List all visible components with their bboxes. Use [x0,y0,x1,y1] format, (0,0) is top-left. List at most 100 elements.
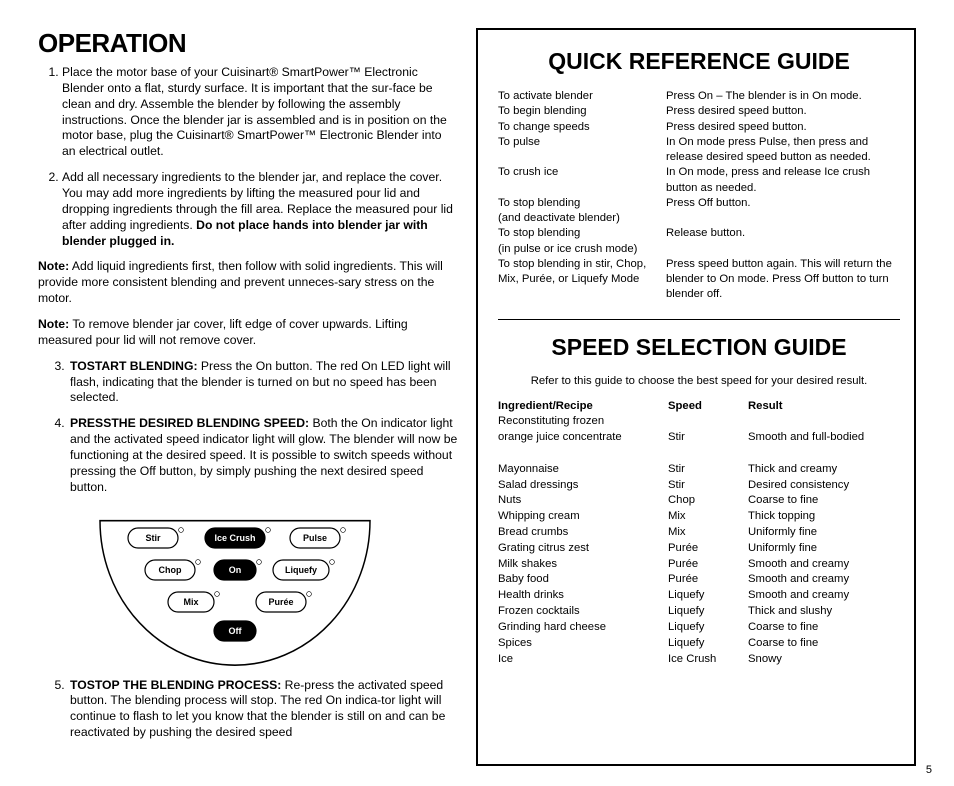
quick-ref-row: To stop blending in stir, Chop, Mix, Pur… [498,257,900,303]
head-result: Result [748,399,900,415]
speed-row: Reconstituting frozen [498,414,900,430]
operation-column: OPERATION Place the motor base of your C… [38,28,458,766]
quick-ref-table: To activate blenderPress On – The blende… [498,89,900,303]
speed-ingredient: Reconstituting frozen [498,414,668,430]
quick-ref-row: To stop blendingPress Off button. [498,196,900,211]
speed-table-header: Ingredient/Recipe Speed Result [498,399,900,415]
speed-speed: Liquefy [668,588,748,604]
quick-ref-instruction: Press Off button. [658,196,900,211]
speed-row: Whipping creamMixThick topping [498,509,900,525]
speed-result: Desired consistency [748,478,900,494]
speed-row: Grinding hard cheeseLiquefyCoarse to fin… [498,620,900,636]
step-2: Add all necessary ingredients to the ble… [62,170,458,249]
speed-row: Frozen cocktailsLiquefyThick and slushy [498,604,900,620]
speed-result [748,446,900,462]
speed-ingredient: Mayonnaise [498,462,668,478]
btn-pulse: Pulse [303,533,327,543]
step-1: Place the motor base of your Cuisinart® … [62,65,458,160]
speed-result: Thick and slushy [748,604,900,620]
speed-ingredient: Grating citrus zest [498,541,668,557]
note-1-text: Add liquid ingredients first, then follo… [38,259,443,305]
quick-ref-title: QUICK REFERENCE GUIDE [498,48,900,75]
btn-liquefy: Liquefy [285,565,317,575]
note-1-lead: Note: [38,259,69,273]
quick-ref-action: To stop blending [498,226,658,241]
quick-ref-instruction: Press speed button again. This will retu… [658,257,900,303]
speed-speed: Purée [668,541,748,557]
control-panel-diagram: Stir Ice Crush Pulse Chop [90,506,380,666]
speed-speed [668,446,748,462]
speed-result: Smooth and creamy [748,588,900,604]
speed-row: Health drinksLiquefySmooth and creamy [498,588,900,604]
speed-result: Smooth and creamy [748,572,900,588]
btn-chop: Chop [159,565,182,575]
quick-ref-row: To change speedsPress desired speed butt… [498,120,900,135]
operation-steps-mid: TOSTART BLENDING: Press the On button. T… [68,359,458,496]
quick-ref-instruction: Press desired speed button. [658,120,900,135]
speed-result: Thick topping [748,509,900,525]
speed-ingredient: Ice [498,652,668,668]
btn-mix: Mix [183,597,198,607]
speed-speed: Stir [668,462,748,478]
speed-row: SpicesLiquefyCoarse to fine [498,636,900,652]
quick-ref-row: To activate blenderPress On – The blende… [498,89,900,104]
note-2: Note: To remove blender jar cover, lift … [38,317,458,349]
speed-guide-title: SPEED SELECTION GUIDE [498,334,900,361]
guide-column: QUICK REFERENCE GUIDE To activate blende… [476,28,916,766]
quick-ref-action: To activate blender [498,89,658,104]
speed-speed: Mix [668,525,748,541]
quick-ref-action: To crush ice [498,165,658,196]
speed-result: Smooth and full-bodied [748,430,900,446]
speed-ingredient: Nuts [498,493,668,509]
manual-page: OPERATION Place the motor base of your C… [38,28,924,766]
speed-ingredient: Frozen cocktails [498,604,668,620]
step-4-lead: PRESSTHE DESIRED BLENDING SPEED: [70,416,309,430]
note-2-text: To remove blender jar cover, lift edge o… [38,317,408,347]
head-speed: Speed [668,399,748,415]
speed-speed [668,414,748,430]
page-number: 5 [926,764,932,776]
speed-speed: Ice Crush [668,652,748,668]
step-4: PRESSTHE DESIRED BLENDING SPEED: Both th… [68,416,458,495]
speed-speed: Liquefy [668,636,748,652]
speed-row: Salad dressingsStirDesired consistency [498,478,900,494]
speed-result: Smooth and creamy [748,557,900,573]
quick-ref-row: To crush iceIn On mode, press and releas… [498,165,900,196]
quick-ref-action: To stop blending [498,196,658,211]
quick-ref-action-sub: (and deactivate blender) [498,211,658,226]
speed-ingredient: orange juice concentrate [498,430,668,446]
speed-row: Grating citrus zestPuréeUniformly fine [498,541,900,557]
speed-speed: Liquefy [668,620,748,636]
speed-ingredient: Whipping cream [498,509,668,525]
head-ingredient: Ingredient/Recipe [498,399,668,415]
quick-ref-row-sub: (in pulse or ice crush mode) [498,242,900,257]
section-divider [498,319,900,320]
operation-title: OPERATION [38,28,458,59]
speed-result: Uniformly fine [748,525,900,541]
quick-ref-instruction: In On mode press Pulse, then press and r… [658,135,900,166]
btn-on: On [229,565,242,575]
speed-result: Coarse to fine [748,620,900,636]
quick-ref-action: To change speeds [498,120,658,135]
speed-row: Baby foodPuréeSmooth and creamy [498,572,900,588]
speed-result: Coarse to fine [748,493,900,509]
quick-ref-instruction: Release button. [658,226,900,241]
speed-ingredient: Baby food [498,572,668,588]
quick-ref-row-sub: (and deactivate blender) [498,211,900,226]
btn-stir: Stir [145,533,161,543]
speed-speed: Stir [668,478,748,494]
speed-row: Bread crumbsMixUniformly fine [498,525,900,541]
speed-speed: Liquefy [668,604,748,620]
step-3: TOSTART BLENDING: Press the On button. T… [68,359,458,407]
step-5: TOSTOP THE BLENDING PROCESS: Re-press th… [68,678,458,741]
speed-ingredient: Health drinks [498,588,668,604]
speed-guide-subtitle: Refer to this guide to choose the best s… [498,375,900,387]
speed-table: Ingredient/Recipe Speed Result Reconstit… [498,399,900,668]
speed-speed: Chop [668,493,748,509]
speed-ingredient: Salad dressings [498,478,668,494]
step-5-lead: TOSTOP THE BLENDING PROCESS: [70,678,281,692]
quick-ref-action-sub: (in pulse or ice crush mode) [498,242,658,257]
note-1: Note: Add liquid ingredients first, then… [38,259,458,307]
speed-table-body: Reconstituting frozenorange juice concen… [498,414,900,667]
quick-ref-row: To begin blendingPress desired speed but… [498,104,900,119]
